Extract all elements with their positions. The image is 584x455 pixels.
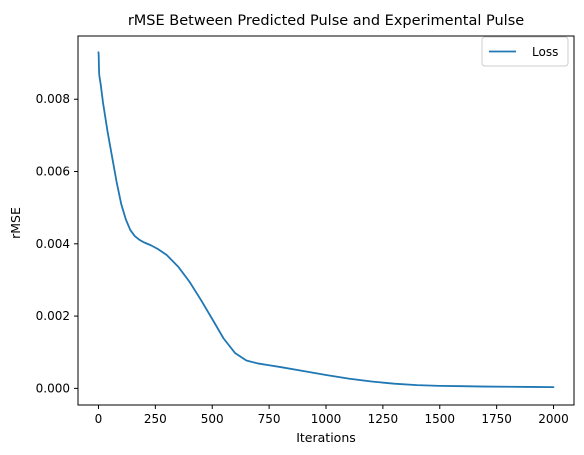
- x-tick-label: 1500: [424, 412, 455, 426]
- x-tick-label: 250: [144, 412, 167, 426]
- chart-title: rMSE Between Predicted Pulse and Experim…: [128, 13, 524, 29]
- x-axis: 0 250 500 750 1000 1250 1500 1750 2000: [95, 405, 569, 426]
- x-tick-label: 500: [201, 412, 224, 426]
- plot-area: [77, 35, 575, 406]
- y-axis-label: rMSE: [8, 207, 23, 239]
- y-tick-label: 0.000: [36, 381, 70, 395]
- x-tick-label: 0: [95, 412, 103, 426]
- x-axis-label: Iterations: [296, 430, 356, 445]
- y-tick-label: 0.002: [36, 309, 70, 323]
- x-tick-label: 1250: [368, 412, 399, 426]
- legend-frame: [481, 36, 569, 67]
- y-axis: 0.000 0.002 0.004 0.006 0.008: [36, 92, 78, 395]
- plot-frame: [77, 35, 575, 406]
- x-tick-label: 2000: [538, 412, 569, 426]
- y-tick-label: 0.004: [36, 237, 70, 251]
- x-tick-label: 1750: [481, 412, 512, 426]
- y-tick-label: 0.006: [36, 165, 70, 179]
- x-tick-label: 750: [258, 412, 281, 426]
- y-tick-label: 0.008: [36, 92, 70, 106]
- x-tick-label: 1000: [311, 412, 342, 426]
- legend-label-loss: Loss: [532, 45, 558, 59]
- legend: Loss: [481, 36, 569, 67]
- series-line-loss: [97, 51, 555, 389]
- series-layer: [97, 51, 555, 389]
